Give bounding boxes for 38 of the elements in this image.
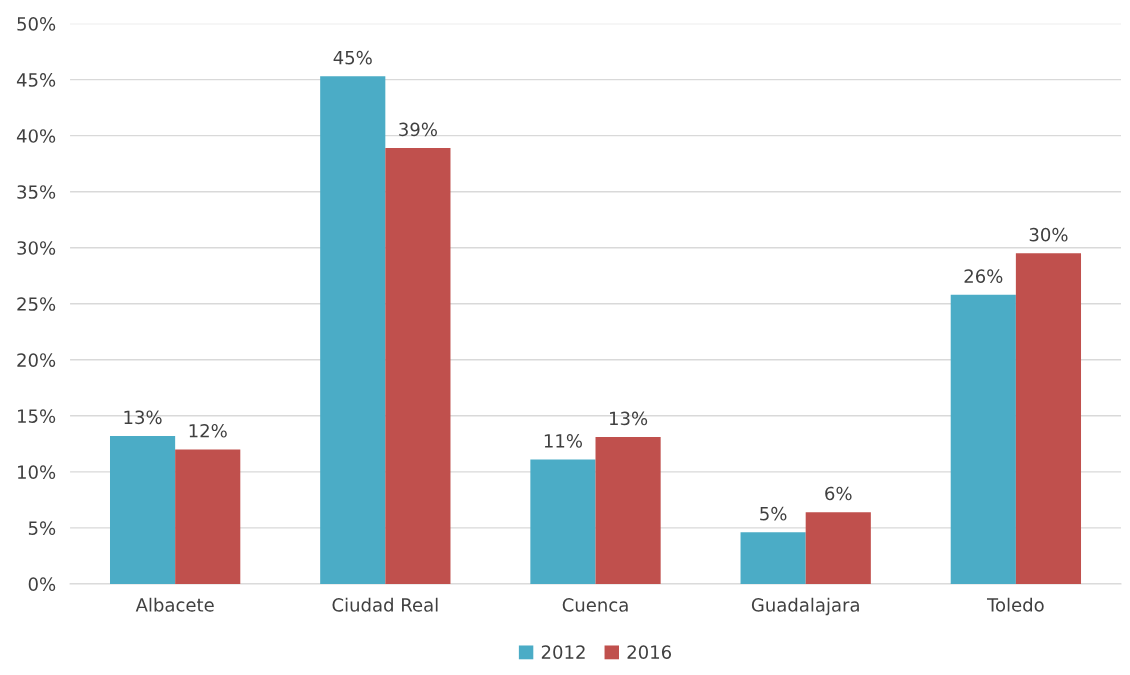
bar	[805, 512, 871, 584]
legend-label: 2012	[541, 645, 585, 659]
data-label: 5%	[760, 506, 787, 521]
bar	[740, 532, 806, 584]
bar	[950, 294, 1016, 584]
data-label: 39%	[399, 122, 437, 137]
data-label: 45%	[333, 50, 372, 65]
y-tick-label: 30%	[17, 241, 56, 255]
bar	[320, 76, 386, 584]
data-label: 13%	[610, 411, 648, 426]
y-tick-label: 35%	[17, 185, 56, 199]
y-tick-label: 10%	[18, 465, 56, 479]
x-tick-label: Cuenca	[562, 598, 628, 612]
y-tick-label: 0%	[28, 577, 56, 591]
bar	[385, 148, 451, 584]
legend-label: 2016	[627, 645, 672, 659]
x-tick-label: Albacete	[135, 597, 214, 612]
data-label: 6%	[825, 486, 852, 501]
bar	[175, 449, 241, 584]
y-tick-label: 25%	[17, 297, 56, 311]
data-label: 26%	[964, 269, 1003, 283]
bar	[1015, 253, 1082, 584]
y-tick-label: 40%	[16, 129, 56, 143]
y-tick-label: 5%	[28, 521, 56, 535]
data-label: 11%	[544, 434, 582, 448]
bar	[109, 435, 176, 584]
x-tick-label: Toledo	[987, 597, 1044, 612]
x-tick-label: Guadalajara	[751, 597, 859, 616]
y-tick-label: 50%	[17, 17, 56, 31]
data-label: 30%	[1029, 227, 1068, 242]
bar	[530, 459, 596, 584]
data-label: 12%	[189, 423, 227, 438]
x-tick-label: Ciudad Real	[332, 597, 438, 612]
y-tick-label: 20%	[17, 353, 56, 367]
y-tick-label: 15%	[18, 409, 56, 423]
y-tick-label: 45%	[16, 73, 56, 87]
bar	[595, 437, 661, 584]
data-label: 13%	[124, 410, 162, 425]
